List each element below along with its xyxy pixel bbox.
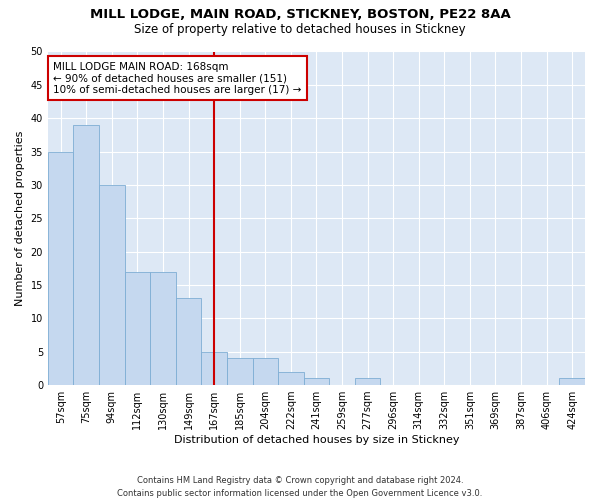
- Bar: [559, 378, 585, 385]
- Bar: [73, 125, 99, 385]
- Text: Contains HM Land Registry data © Crown copyright and database right 2024.
Contai: Contains HM Land Registry data © Crown c…: [118, 476, 482, 498]
- Bar: [355, 378, 380, 385]
- Text: MILL LODGE MAIN ROAD: 168sqm
← 90% of detached houses are smaller (151)
10% of s: MILL LODGE MAIN ROAD: 168sqm ← 90% of de…: [53, 62, 302, 94]
- Text: MILL LODGE, MAIN ROAD, STICKNEY, BOSTON, PE22 8AA: MILL LODGE, MAIN ROAD, STICKNEY, BOSTON,…: [89, 8, 511, 20]
- Bar: [253, 358, 278, 385]
- Text: Size of property relative to detached houses in Stickney: Size of property relative to detached ho…: [134, 22, 466, 36]
- Bar: [125, 272, 150, 385]
- Bar: [150, 272, 176, 385]
- Bar: [176, 298, 202, 385]
- Bar: [99, 185, 125, 385]
- Bar: [278, 372, 304, 385]
- Bar: [48, 152, 73, 385]
- Bar: [304, 378, 329, 385]
- Bar: [227, 358, 253, 385]
- Bar: [202, 352, 227, 385]
- X-axis label: Distribution of detached houses by size in Stickney: Distribution of detached houses by size …: [174, 435, 459, 445]
- Y-axis label: Number of detached properties: Number of detached properties: [15, 130, 25, 306]
